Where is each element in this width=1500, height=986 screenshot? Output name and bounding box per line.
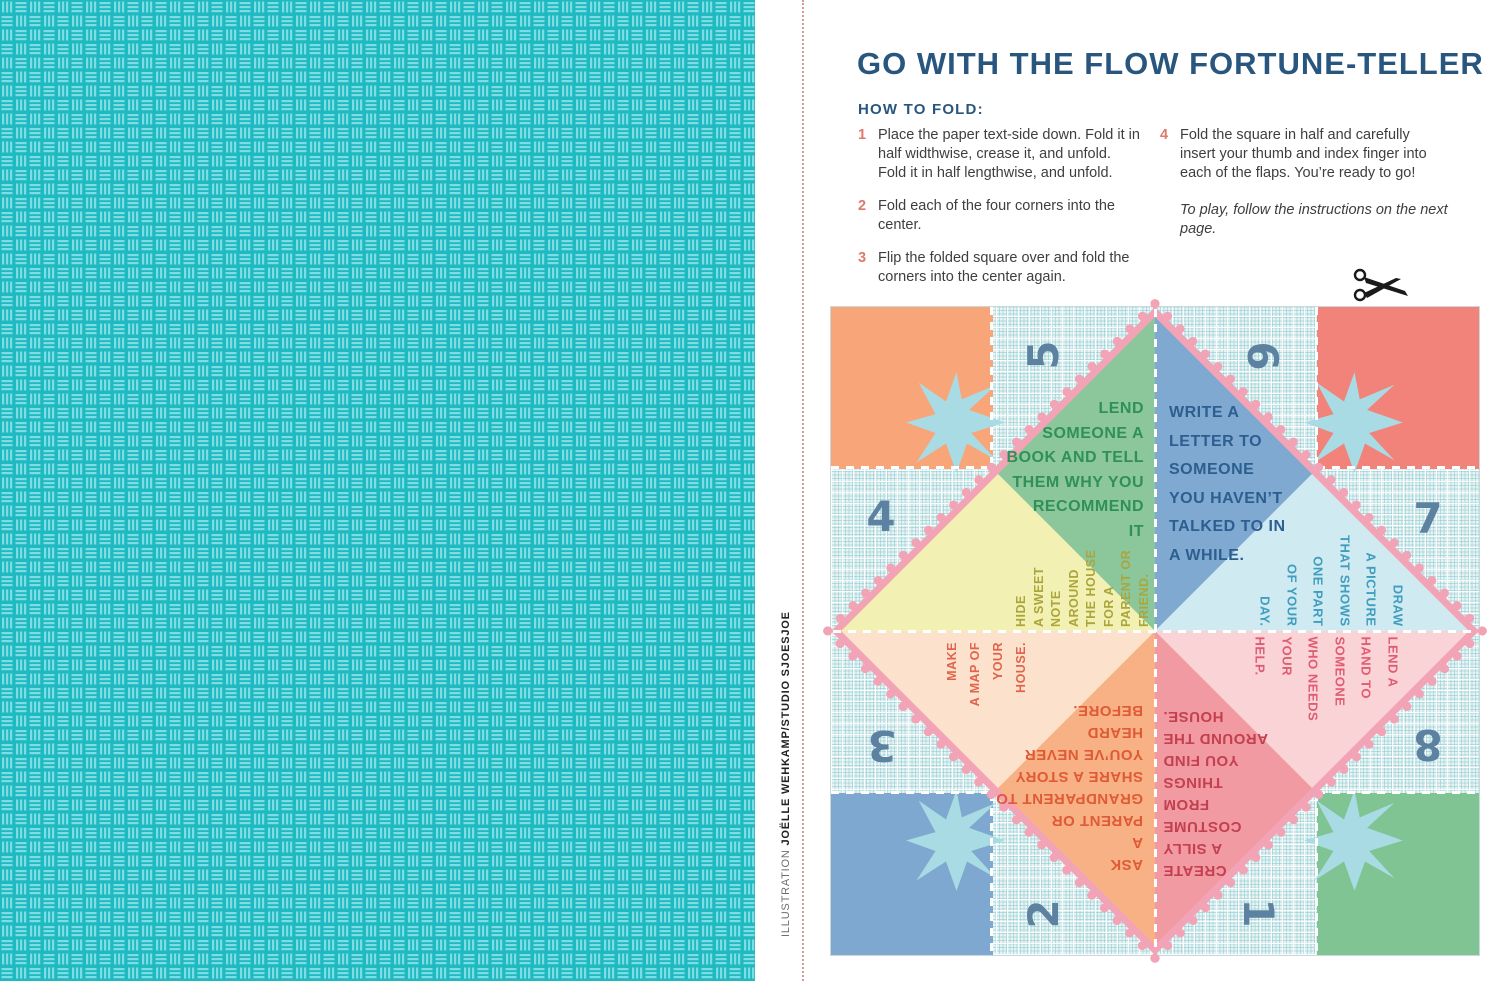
scissors-icon — [1352, 266, 1410, 313]
fold-step-4: 4 Fold the square in half and carefully … — [1160, 126, 1448, 183]
prompt-orange: ASK A PARENT OR GRANDPARENT TO SHARE A S… — [995, 702, 1143, 873]
credit-name: JOËLLE WEHKAMP/STUDIO SJOESJOE — [780, 611, 792, 846]
flap-number-3: 3 — [867, 721, 897, 771]
flap-number-1: 1 — [1234, 898, 1284, 928]
fortune-teller-template: LEND SOMEONE A BOOK AND TELL THEM WHY YO… — [830, 306, 1480, 956]
flap-number-4: 4 — [866, 491, 896, 541]
prompt-salmon: CREATE A SILLY COSTUME FROM THINGS YOU F… — [1163, 708, 1268, 879]
flap-number-5: 5 — [1018, 340, 1068, 370]
splash-icon — [906, 790, 1005, 891]
credit-label: ILLUSTRATION — [780, 845, 792, 937]
left-page-pattern — [0, 0, 755, 981]
step-number: 1 — [858, 127, 867, 143]
how-to-fold-heading: HOW TO FOLD: — [858, 101, 984, 118]
fold-step-1: 1 Place the paper text-side down. Fold i… — [858, 126, 1140, 183]
step-text: Fold the square in half and carefully in… — [1180, 127, 1427, 181]
flap-number-7: 7 — [1413, 493, 1443, 543]
splash-icon — [1304, 372, 1403, 473]
prompt-lightblue: DRAW A PICTURE THAT SHOWS ONE PART OF YO… — [1258, 535, 1406, 627]
step-number: 4 — [1160, 127, 1169, 143]
instructions-column-2: 4 Fold the square in half and carefully … — [1160, 126, 1448, 239]
fold-step-2: 2 Fold each of the four corners into the… — [858, 197, 1140, 235]
page-title: GO WITH THE FLOW FORTUNE-TELLER — [857, 46, 1484, 81]
splash-icon — [1304, 790, 1403, 891]
page-gutter-dotted-line — [802, 0, 804, 981]
step-number: 2 — [858, 198, 867, 214]
instructions-column-1: 1 Place the paper text-side down. Fold i… — [858, 126, 1140, 301]
prompt-yellow: HIDE A SWEET NOTE AROUND THE HOUSE FOR A… — [1014, 549, 1151, 627]
flap-number-6: 6 — [1238, 341, 1288, 371]
prompt-blue: WRITE A LETTER TO SOMEONE YOU HAVEN’T TA… — [1169, 404, 1286, 564]
step-number: 3 — [858, 250, 867, 266]
prompt-green: LEND SOMEONE A BOOK AND TELL THEM WHY YO… — [1006, 400, 1144, 540]
flap-number-8: 8 — [1413, 720, 1443, 770]
fold-step-3: 3 Flip the folded square over and fold t… — [858, 249, 1140, 287]
step-text: Place the paper text-side down. Fold it … — [878, 127, 1140, 181]
flap-number-2: 2 — [1018, 899, 1068, 929]
step-text: Fold each of the four corners into the c… — [878, 198, 1115, 233]
step-text: Flip the folded square over and fold the… — [878, 250, 1130, 285]
illustration-credit: ILLUSTRATION JOËLLE WEHKAMP/STUDIO SJOES… — [780, 611, 792, 937]
play-note: To play, follow the instructions on the … — [1180, 202, 1448, 237]
basket-weave-pattern — [0, 0, 755, 981]
splash-icon — [906, 372, 1005, 473]
